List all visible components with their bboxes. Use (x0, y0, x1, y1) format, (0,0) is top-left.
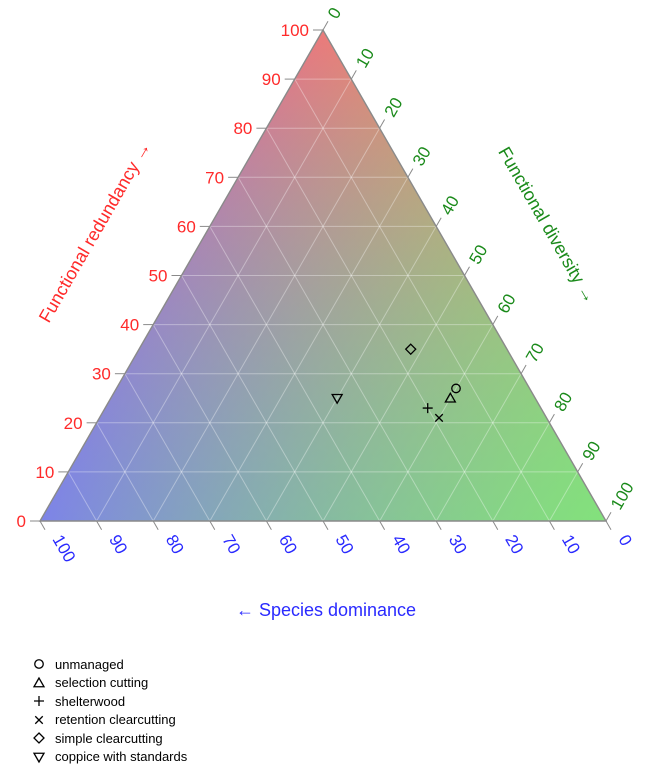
left-axis-title: Functional redundancy → (35, 138, 155, 326)
left-tick-label: 90 (262, 70, 281, 89)
legend-marker-unmanaged (35, 660, 44, 669)
right-tick-label: 10 (352, 45, 378, 71)
right-tick-label: 100 (607, 479, 638, 513)
left-tick-label: 80 (233, 119, 252, 138)
bottom-tick-label: 40 (388, 532, 414, 558)
legend-marker-coppice-with-standards (34, 753, 44, 762)
left-tick-label: 60 (177, 217, 196, 236)
legend-label: unmanaged (55, 657, 124, 672)
tick-mark (408, 169, 413, 178)
tick-mark (578, 463, 583, 472)
right-axis-title: Functional diversity → (494, 143, 600, 306)
legend-marker-shelterwood (34, 696, 44, 706)
left-tick-label: 100 (281, 21, 309, 40)
legend-item: shelterwood (32, 692, 187, 711)
left-tick-label: 40 (120, 316, 139, 335)
tick-mark (323, 21, 328, 30)
tick-mark (606, 521, 611, 530)
right-tick-label: 0 (324, 4, 345, 22)
tick-mark (380, 521, 385, 530)
right-tick-label: 30 (409, 143, 435, 169)
left-tick-label: 20 (64, 414, 83, 433)
tick-mark (153, 521, 158, 530)
legend-label: retention clearcutting (55, 712, 176, 727)
bottom-tick-label: 80 (162, 532, 188, 558)
bottom-axis-title: ← Species dominance (236, 600, 416, 620)
legend-item: selection cutting (32, 674, 187, 693)
legend-symbol (32, 657, 46, 671)
tick-mark (521, 365, 526, 374)
tick-mark (323, 521, 328, 530)
tick-mark (40, 521, 45, 530)
legend-symbol (32, 750, 46, 764)
bottom-tick-label: 90 (105, 532, 131, 558)
legend-marker-simple-clearcutting (34, 733, 44, 743)
tick-mark (380, 120, 385, 129)
tick-mark (436, 521, 441, 530)
tick-mark (97, 521, 102, 530)
legend-marker-selection-cutting (34, 678, 44, 687)
tick-mark (266, 521, 271, 530)
bottom-tick-label: 30 (445, 532, 471, 558)
tick-mark (493, 316, 498, 325)
legend-label: coppice with standards (55, 749, 187, 764)
left-tick-label: 0 (17, 512, 26, 531)
legend-item: retention clearcutting (32, 711, 187, 730)
bottom-tick-label: 20 (501, 532, 527, 558)
tick-mark (549, 521, 554, 530)
legend-symbol (32, 676, 46, 690)
bottom-tick-label: 100 (49, 532, 80, 566)
legend: unmanaged selection cutting shelterwood ret… (32, 655, 187, 766)
legend-marker-retention-clearcutting (35, 716, 43, 724)
right-tick-label: 90 (579, 438, 605, 464)
tick-mark (493, 521, 498, 530)
legend-item: coppice with standards (32, 748, 187, 766)
tick-mark (549, 414, 554, 423)
bottom-tick-label: 60 (275, 532, 301, 558)
tick-mark (606, 512, 611, 521)
legend-symbol (32, 713, 46, 727)
right-tick-label: 60 (494, 291, 520, 317)
bottom-tick-label: 0 (615, 532, 636, 550)
legend-label: selection cutting (55, 675, 148, 690)
left-tick-label: 70 (205, 168, 224, 187)
legend-label: shelterwood (55, 694, 125, 709)
right-tick-label: 70 (522, 340, 548, 366)
bottom-tick-label: 50 (332, 532, 358, 558)
legend-symbol (32, 731, 46, 745)
legend-label: simple clearcutting (55, 731, 163, 746)
legend-item: unmanaged (32, 655, 187, 674)
tick-mark (210, 521, 215, 530)
bottom-tick-label: 70 (218, 532, 244, 558)
tick-mark (465, 267, 470, 276)
right-tick-label: 20 (381, 94, 407, 120)
legend-symbol (32, 694, 46, 708)
right-tick-label: 40 (437, 193, 463, 219)
left-tick-label: 50 (149, 267, 168, 286)
tick-mark (351, 70, 356, 79)
right-tick-label: 50 (466, 242, 492, 268)
right-tick-label: 80 (550, 389, 576, 415)
tick-mark (436, 218, 441, 227)
left-tick-label: 30 (92, 365, 111, 384)
bottom-tick-label: 10 (558, 532, 584, 558)
left-tick-label: 10 (35, 463, 54, 482)
legend-item: simple clearcutting (32, 729, 187, 748)
